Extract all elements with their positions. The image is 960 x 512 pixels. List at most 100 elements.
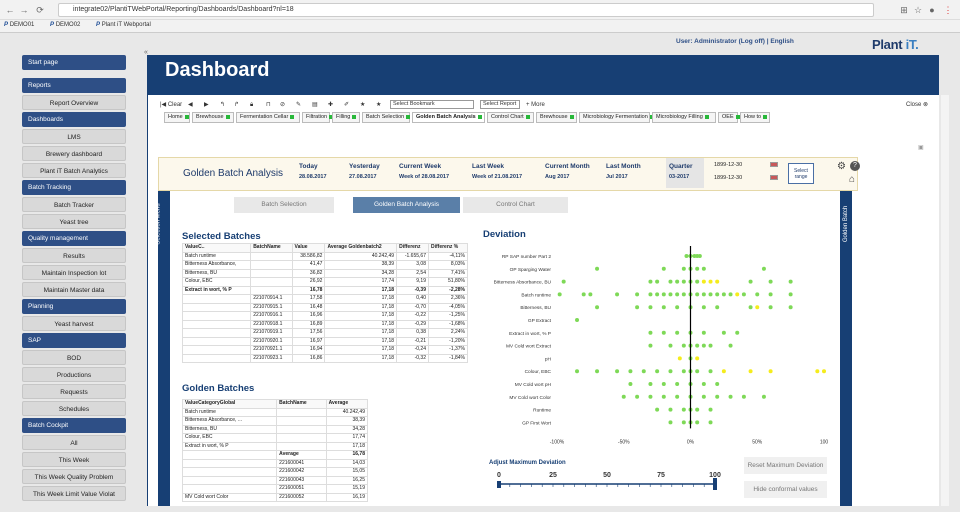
sidebar-item-start-page[interactable]: Start page xyxy=(22,55,126,70)
period-quarter[interactable]: Quarter xyxy=(669,163,693,170)
sidebar-item-batch-tracker[interactable]: Batch Tracker xyxy=(22,197,126,212)
table-row[interactable]: 221070920.1 16,97 17,18 -0,21 -1,20% xyxy=(181,336,469,346)
column-header[interactable]: ValueC.. xyxy=(181,243,252,253)
forward-icon[interactable]: → xyxy=(19,5,29,15)
tab-brewhouse[interactable]: Brewhouse xyxy=(192,112,234,123)
reload-icon[interactable]: ⟳ xyxy=(36,5,44,15)
date-to[interactable]: 1899-12-30 xyxy=(714,175,743,181)
period-value[interactable]: Week of 21.08.2017 xyxy=(472,174,523,180)
table-row[interactable]: Extract in wort, % P 17,18 xyxy=(181,441,369,451)
sidebar-item-yeast-tree[interactable]: Yeast tree xyxy=(22,214,126,229)
period-value[interactable]: 03-2017 xyxy=(669,174,690,180)
back-icon[interactable]: ◀ xyxy=(188,102,193,108)
table-row[interactable]: 221070914.1 17,58 17,18 0,40 2,36% xyxy=(181,294,469,304)
help-icon[interactable]: ? xyxy=(850,161,860,171)
tool-icon[interactable]: ✐ xyxy=(344,102,350,108)
table-row[interactable]: 221600042 15,05 xyxy=(181,467,369,477)
tab-filtration[interactable]: Filtration xyxy=(302,112,334,123)
golden-batch-handle[interactable]: Golden Batch xyxy=(840,191,852,506)
page-scrollbar[interactable] xyxy=(941,95,949,506)
column-header[interactable]: Average Goldenbatch2 xyxy=(324,243,398,253)
period-value[interactable]: Week of 28.08.2017 xyxy=(399,174,450,180)
back-icon[interactable]: ← xyxy=(5,5,15,15)
table-row[interactable]: Extract in wort, % P 16,78 17,18 -0,39 -2,28… xyxy=(181,285,469,295)
star-icon[interactable]: ☆ xyxy=(913,5,923,15)
period-current-month[interactable]: Current Month xyxy=(545,163,590,170)
translate-icon[interactable]: ⊞ xyxy=(900,5,908,15)
column-header[interactable]: Average xyxy=(325,399,369,409)
tab-brewhouse[interactable]: Brewhouse xyxy=(536,112,577,123)
user-info[interactable]: User: Administrator (Log off) | English xyxy=(676,38,794,45)
sidebar-item-reports[interactable]: Reports xyxy=(22,78,126,93)
table-row[interactable]: Bitterness, BU 36,82 34,28 2,54 7,41% xyxy=(181,268,469,278)
sidebar-item-plant-it-batch-analytics[interactable]: Plant iT Batch Analytics xyxy=(22,163,126,178)
tab-microbiology-filling[interactable]: Microbiology Filling xyxy=(652,112,716,123)
table-row[interactable]: Bitterness Absorbance, 41,47 38,39 3,08 8,03… xyxy=(181,260,469,270)
tab-fermentation-cellar[interactable]: Fermentation Cellar xyxy=(236,112,300,123)
sidebar-item-schedules[interactable]: Schedules xyxy=(22,401,126,416)
deviation-slider[interactable]: 0 25 50 75 100 xyxy=(489,469,729,499)
table-row[interactable]: 221070915.1 16,48 17,18 -0,70 -4,05% xyxy=(181,302,469,312)
report-select[interactable]: Select Report xyxy=(480,100,520,109)
sidebar-item-lms[interactable]: LMS xyxy=(22,129,126,144)
table-row[interactable]: Batch runtime 40.242,49 xyxy=(181,407,369,417)
table-row[interactable]: Batch runtime 38.586,82 40.242,49 -1.655,67… xyxy=(181,251,469,261)
clear-selection-icon[interactable]: ⊘ xyxy=(280,102,286,108)
sidebar-item-dashboards[interactable]: Dashboards xyxy=(22,112,126,127)
sidebar-item-this-week-quality-problem[interactable]: This Week Quality Problem xyxy=(22,469,126,484)
tab-control-chart[interactable]: Control Chart xyxy=(487,112,534,123)
date-from[interactable]: 1899-12-30 xyxy=(714,162,743,168)
menu-icon[interactable]: ⋮ xyxy=(943,5,953,15)
tab-filling[interactable]: Filling xyxy=(332,112,360,123)
sidebar-item-maintain-inspection-lot[interactable]: Maintain Inspection lot xyxy=(22,265,126,280)
table-row[interactable]: 221070916.1 16,96 17,18 -0,22 -1,25% xyxy=(181,311,469,321)
forward-icon[interactable]: ▶ xyxy=(204,102,209,108)
tab-golden-batch-analysis[interactable]: Golden Batch Analysis xyxy=(353,197,460,213)
sidebar-item-batch-cockpit[interactable]: Batch Cockpit xyxy=(22,418,126,433)
sidebar-item-yeast-harvest[interactable]: Yeast harvest xyxy=(22,316,126,331)
column-header[interactable]: BatchName xyxy=(250,243,293,253)
table-row[interactable]: 221070921.1 16,94 17,18 -0,24 -1,37% xyxy=(181,345,469,355)
sidebar-item-brewery-dashboard[interactable]: Brewery dashboard xyxy=(22,146,126,161)
tab-home[interactable]: Home xyxy=(164,112,190,123)
table-row[interactable]: 221070918.1 16,89 17,18 -0,29 -1,68% xyxy=(181,319,469,329)
bookmark-add-icon[interactable]: ★ xyxy=(360,102,366,108)
more-button[interactable]: + More xyxy=(526,102,545,108)
table-row[interactable]: Average 16,78 xyxy=(181,450,369,460)
export-icon[interactable]: ▤ xyxy=(312,102,318,108)
sidebar-item-bod[interactable]: BOD xyxy=(22,350,126,365)
column-header[interactable]: Value xyxy=(291,243,326,253)
tab-golden-batch-analysis[interactable]: Golden Batch Analysis xyxy=(412,112,485,123)
period-last-month[interactable]: Last Month xyxy=(606,163,641,170)
table-row[interactable]: Bitterness Absorbance, ... 38,39 xyxy=(181,416,369,426)
sidebar-item-maintain-master-data[interactable]: Maintain Master data xyxy=(22,282,126,297)
table-row[interactable]: MV Cold wort Color 221600052 16,19 xyxy=(181,492,369,502)
tab-control-chart[interactable]: Control Chart xyxy=(463,197,568,213)
tabs-menu-icon[interactable]: ▣ xyxy=(918,145,924,151)
redo-icon[interactable]: ↱ xyxy=(234,102,240,108)
period-last-week[interactable]: Last Week xyxy=(472,163,505,170)
sidebar-item-results[interactable]: Results xyxy=(22,248,126,263)
tab-microbiology-fermentation[interactable]: Microbiology Fermentation xyxy=(579,112,654,123)
period-value[interactable]: Jul 2017 xyxy=(606,174,628,180)
tab-batch-selection[interactable]: Batch Selection xyxy=(362,112,411,123)
period-today[interactable]: Today xyxy=(299,163,318,170)
column-header[interactable]: Differenz xyxy=(396,243,429,253)
gear-icon[interactable]: ⚙ xyxy=(837,161,846,172)
clear-button[interactable]: |◀ Clear xyxy=(160,102,183,108)
reset-deviation-button[interactable]: Reset Maximum Deviation xyxy=(744,457,827,474)
sidebar-item-this-week-limit-value-violat[interactable]: This Week Limit Value Violat xyxy=(22,486,126,501)
sidebar-item-this-week[interactable]: This Week xyxy=(22,452,126,467)
table-row[interactable]: 221070923.1 16,86 17,18 -0,32 -1,84% xyxy=(181,353,469,363)
column-header[interactable]: BatchName xyxy=(276,399,327,409)
extension-icon[interactable]: ● xyxy=(929,5,935,15)
selection-menu-handle[interactable]: Selection Menu xyxy=(156,191,170,506)
column-header[interactable]: ValueCategoryGlobal xyxy=(181,399,278,409)
column-header[interactable]: Differenz % xyxy=(427,243,469,253)
sidebar-item-planning[interactable]: Planning xyxy=(22,299,126,314)
table-row[interactable]: Colour, EBC 17,74 xyxy=(181,433,369,443)
close-button[interactable]: Close ⊗ xyxy=(906,102,929,108)
bookmark-select[interactable]: Select Bookmark xyxy=(390,100,474,109)
bookmark-icon[interactable]: ★ xyxy=(376,102,382,108)
tab-oee[interactable]: OEE xyxy=(718,112,740,123)
